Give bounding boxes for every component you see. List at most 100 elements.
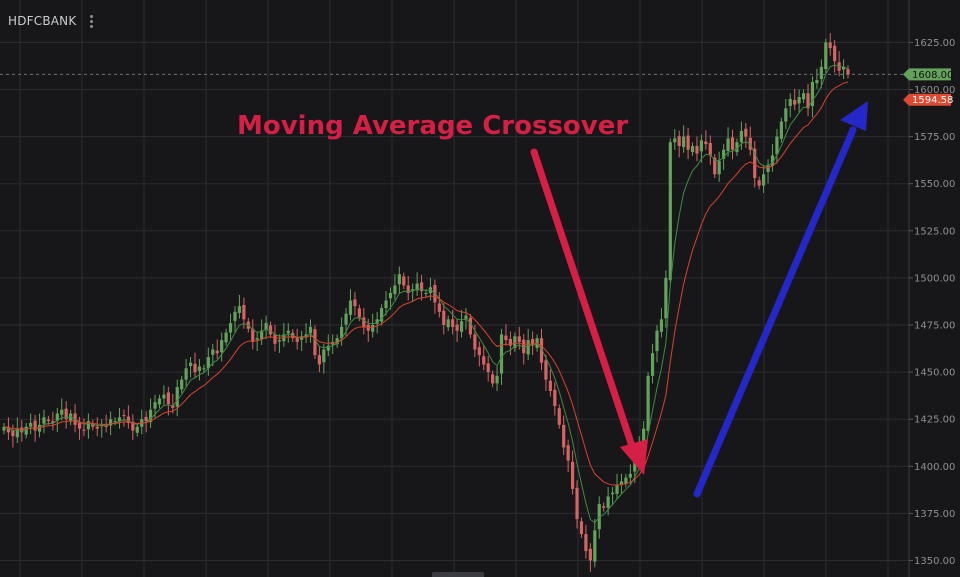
candle-body [517, 336, 521, 342]
candle-body [153, 402, 157, 409]
candle-body [464, 315, 468, 321]
candle-body [424, 292, 428, 294]
candle-body [335, 338, 339, 345]
candle-body [11, 430, 15, 437]
candle-body [735, 142, 739, 153]
candle-body [295, 338, 299, 342]
candle-body [557, 408, 561, 425]
candle-body [770, 155, 775, 166]
candle-body [575, 487, 579, 520]
candle-body [109, 419, 113, 426]
candle-body [699, 140, 704, 152]
candle-body [353, 299, 357, 307]
candle-body [486, 363, 490, 373]
candle-body [810, 81, 815, 107]
price-tick-label: 1375.00 [914, 509, 955, 520]
candle-body [588, 548, 592, 561]
candle-body [459, 321, 464, 332]
candle-body [686, 135, 690, 150]
candle-body [82, 429, 86, 431]
candle-body [526, 340, 530, 355]
candle-body [308, 326, 313, 334]
candle-body [55, 413, 59, 421]
candle-body [393, 285, 397, 295]
candle-body [664, 277, 668, 319]
candle-body [619, 481, 624, 485]
candle-body [784, 108, 788, 122]
candle-body [264, 323, 268, 330]
ma-slow-line [3, 81, 849, 486]
scrollbar-handle[interactable] [432, 572, 484, 577]
candle-body [757, 180, 761, 186]
candle-body [188, 362, 193, 367]
price-tick-label: 1450.00 [914, 368, 955, 379]
candle-body [33, 420, 37, 431]
candle-body [713, 157, 717, 175]
candle-body [753, 148, 757, 179]
price-axis[interactable]: 1350.00 1375.00 1400.00 1425.00 1450.00 1475.… [908, 0, 955, 577]
candle-body [762, 174, 766, 186]
candle-body [51, 421, 55, 423]
candle-body [650, 353, 655, 376]
candle-body [437, 303, 441, 312]
price-tick-label: 1525.00 [914, 226, 955, 237]
candle-body [522, 339, 526, 354]
candle-body [144, 416, 148, 422]
candle-body [606, 496, 610, 508]
candle-body [162, 394, 166, 399]
candle-body [157, 398, 162, 405]
candle-body [348, 300, 353, 315]
candle-body [6, 426, 11, 433]
candle-body [730, 137, 735, 150]
candle-body [726, 138, 730, 151]
candle-body [180, 379, 184, 390]
ma-value-badge: 1594.58 [903, 93, 953, 106]
candle-body [237, 306, 242, 313]
candle-body [113, 421, 117, 423]
vertical-dots-icon[interactable] [88, 14, 96, 28]
candle-body [357, 308, 361, 318]
candle-body [419, 282, 424, 292]
candle-body [86, 421, 90, 430]
candle-body [579, 521, 584, 535]
price-tick-label: 1600.00 [914, 85, 955, 96]
candle-body [411, 289, 415, 291]
candle-body [566, 445, 570, 461]
candle-body [91, 423, 95, 427]
candle-body [242, 305, 246, 320]
candle-body [717, 161, 721, 175]
candle-body [46, 419, 51, 422]
candle-body [260, 330, 264, 340]
ma-value-label: 1594.58 [912, 95, 953, 106]
candle-body [42, 417, 46, 424]
candle-body [220, 340, 224, 353]
candle-body [268, 325, 273, 335]
candle-body [531, 338, 535, 346]
candle-body [824, 42, 828, 70]
candle-body [2, 426, 6, 431]
candle-body [597, 503, 601, 530]
candle-body [841, 66, 846, 70]
symbol-label[interactable]: HDFCBANK [8, 14, 77, 28]
annotation-title: Moving Average Crossover [237, 111, 628, 141]
candle-body [668, 142, 672, 281]
candle-body [584, 534, 588, 552]
candle-body [166, 392, 170, 405]
candle-body [544, 360, 548, 380]
candle-body [104, 425, 108, 427]
chart-toolbar: HDFCBANK [8, 14, 96, 28]
price-tick-label: 1350.00 [914, 556, 955, 567]
candle-body [322, 349, 326, 363]
candle-body [779, 121, 783, 139]
candle-body [593, 530, 597, 562]
price-tick-label: 1575.00 [914, 132, 955, 143]
candle-body [206, 357, 210, 369]
candle-body [402, 276, 406, 286]
candle-body [504, 335, 508, 341]
candle-body [695, 146, 699, 154]
candle-body [828, 42, 832, 49]
candle-body [344, 313, 348, 325]
candle-body [539, 338, 544, 363]
candle-body [610, 492, 615, 495]
